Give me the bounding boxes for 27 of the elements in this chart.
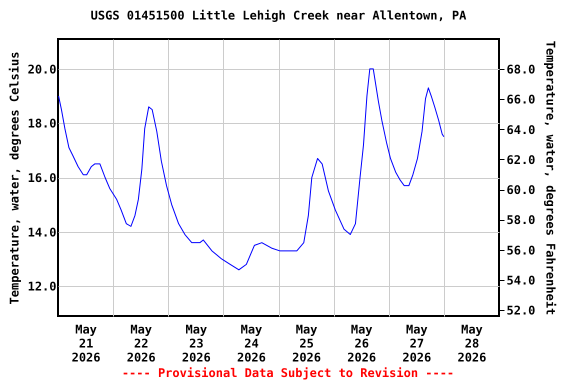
y-tick-label: 20.0 bbox=[28, 62, 56, 76]
y2-tick-label: 58.0 bbox=[506, 213, 536, 228]
x-tick-label: May 21 2026 bbox=[72, 322, 101, 364]
x-tick-label: May 27 2026 bbox=[402, 322, 432, 364]
y2-tick-label: 54.0 bbox=[506, 273, 536, 288]
chart-title: USGS 01451500 Little Lehigh Creek near Allentown, PA bbox=[90, 8, 468, 22]
x-tick-label: May 26 2026 bbox=[347, 322, 376, 364]
line-series bbox=[58, 68, 444, 270]
x-tick-label: May 24 2026 bbox=[236, 322, 266, 364]
y2-tick-label: 66.0 bbox=[506, 92, 536, 107]
y2-tick-label: 64.0 bbox=[506, 122, 536, 137]
y-tick-label: 14.0 bbox=[28, 225, 56, 240]
x-tick-label: May 22 2026 bbox=[126, 322, 156, 364]
y2-tick-label: 56.0 bbox=[506, 243, 536, 258]
y-tick-label: 12.0 bbox=[28, 280, 56, 294]
x-tick-label: May 28 2026 bbox=[457, 322, 486, 364]
y2-tick-label: 68.0 bbox=[506, 62, 536, 77]
y2-tick-label: 62.0 bbox=[506, 152, 536, 167]
x-tick-label: May 23 2026 bbox=[182, 322, 211, 364]
y-tick-label: 18.0 bbox=[28, 116, 56, 131]
y2-tick-label: 52.0 bbox=[506, 303, 536, 318]
y-axis-title: Temperature, water, degrees Celsius bbox=[8, 52, 22, 304]
text: ---- Provisional Data Subject to Revision ---- bbox=[120, 366, 456, 380]
y2-tick-label: 60.0 bbox=[506, 183, 536, 198]
y-tick-label: 16.0 bbox=[28, 171, 56, 185]
x-tick-label: May 25 2026 bbox=[292, 322, 322, 364]
y2-axis-title: Temperature, water, degrees Fahrenheit bbox=[543, 40, 558, 316]
